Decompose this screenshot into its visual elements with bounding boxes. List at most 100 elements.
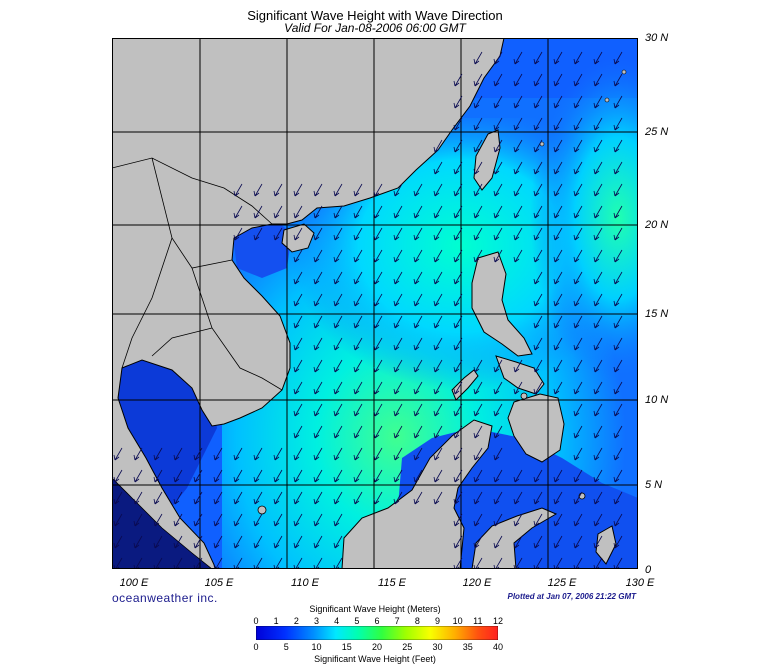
wave-arrow xyxy=(473,183,483,197)
wave-arrow xyxy=(253,183,263,197)
wave-arrow xyxy=(613,469,623,483)
wave-arrow xyxy=(153,491,163,505)
wave-arrow xyxy=(553,293,563,307)
wave-arrow xyxy=(393,447,403,461)
wave-arrow xyxy=(333,447,343,461)
wave-arrow xyxy=(473,51,483,65)
wave-arrow xyxy=(313,271,323,285)
wave-arrow xyxy=(393,183,403,197)
wave-arrow xyxy=(453,491,463,505)
wave-arrow xyxy=(433,315,443,329)
wave-arrow xyxy=(213,469,223,483)
wave-arrow xyxy=(453,271,463,285)
wave-arrow xyxy=(173,469,183,483)
wave-arrow xyxy=(233,205,243,219)
wave-arrow xyxy=(533,293,543,307)
wave-arrow xyxy=(473,359,483,373)
wave-arrow xyxy=(193,513,203,527)
colorbar-tick: 5 xyxy=(283,642,289,652)
lat-label: 5 N xyxy=(645,479,663,491)
luzon-island xyxy=(471,251,533,357)
wave-arrow xyxy=(453,381,463,395)
wave-arrow xyxy=(273,447,283,461)
wave-arrow xyxy=(573,535,583,549)
lon-label: 100 E xyxy=(119,577,149,589)
wave-arrow xyxy=(313,249,323,263)
wave-arrow xyxy=(473,513,483,527)
wave-arrow xyxy=(553,73,563,87)
wave-arrow xyxy=(133,469,143,483)
wave-arrow xyxy=(213,513,223,527)
wave-arrow xyxy=(433,403,443,417)
wave-arrow xyxy=(473,535,483,549)
wave-arrow xyxy=(513,359,523,373)
wave-arrow xyxy=(493,403,503,417)
wave-arrow xyxy=(353,447,363,461)
wave-arrow xyxy=(533,359,543,373)
wave-arrow xyxy=(253,227,263,241)
wave-arrow xyxy=(573,183,583,197)
wave-arrow xyxy=(133,513,143,527)
plotted-timestamp: Plotted at Jan 07, 2006 21:22 GMT xyxy=(507,592,637,601)
wave-arrow xyxy=(593,271,603,285)
map-subtitle: Valid For Jan-08-2006 06:00 GMT xyxy=(284,21,466,35)
wave-arrow xyxy=(453,447,463,461)
wave-arrow xyxy=(593,73,603,87)
wave-arrow xyxy=(353,491,363,505)
wave-arrow xyxy=(533,469,543,483)
wave-arrow xyxy=(553,337,563,351)
wave-arrow xyxy=(353,227,363,241)
wave-arrow xyxy=(433,227,443,241)
wave-arrow xyxy=(593,95,603,109)
map-title: Significant Wave Height with Wave Direct… xyxy=(247,8,503,23)
wave-arrow xyxy=(273,535,283,549)
wave-arrow xyxy=(613,139,623,153)
wave-arrow xyxy=(493,447,503,461)
wave-arrow xyxy=(153,469,163,483)
wave-arrow xyxy=(513,469,523,483)
wave-arrow xyxy=(533,51,543,65)
lon-label: 105 E xyxy=(204,577,234,589)
wave-arrow xyxy=(473,425,483,439)
wave-arrow xyxy=(573,249,583,263)
wave-arrow xyxy=(113,491,123,505)
wave-arrow xyxy=(613,513,623,527)
wave-arrow xyxy=(373,403,383,417)
wave-arrow xyxy=(333,359,343,373)
wave-arrow xyxy=(313,227,323,241)
wave-arrow xyxy=(293,491,303,505)
wave-arrow xyxy=(573,513,583,527)
wave-arrow xyxy=(593,403,603,417)
wave-arrow xyxy=(153,447,163,461)
wave-arrow xyxy=(313,469,323,483)
wave-arrow xyxy=(513,249,523,263)
wave-arrow xyxy=(233,535,243,549)
wave-arrow xyxy=(193,491,203,505)
wave-arrow xyxy=(573,293,583,307)
wave-arrow xyxy=(553,205,563,219)
wave-arrow xyxy=(613,381,623,395)
wave-arrow xyxy=(533,249,543,263)
colorbar-tick: 20 xyxy=(371,642,382,652)
wave-arrow xyxy=(573,359,583,373)
wave-arrow xyxy=(313,513,323,527)
wave-arrow xyxy=(273,513,283,527)
wave-arrow xyxy=(553,183,563,197)
wave-arrow xyxy=(373,183,383,197)
wave-arrow xyxy=(593,183,603,197)
wave-arrow xyxy=(313,447,323,461)
wave-arrow xyxy=(493,491,503,505)
wave-arrow xyxy=(393,227,403,241)
wave-arrow xyxy=(193,469,203,483)
wave-arrow xyxy=(413,381,423,395)
wave-arrow xyxy=(153,535,163,549)
wave-arrow xyxy=(553,469,563,483)
wave-arrow xyxy=(573,161,583,175)
wave-arrow xyxy=(613,425,623,439)
wave-arrow xyxy=(433,271,443,285)
wave-arrow xyxy=(393,381,403,395)
wave-arrow xyxy=(573,491,583,505)
wave-arrow xyxy=(473,381,483,395)
island-dot xyxy=(520,392,528,400)
wave-arrow xyxy=(553,95,563,109)
